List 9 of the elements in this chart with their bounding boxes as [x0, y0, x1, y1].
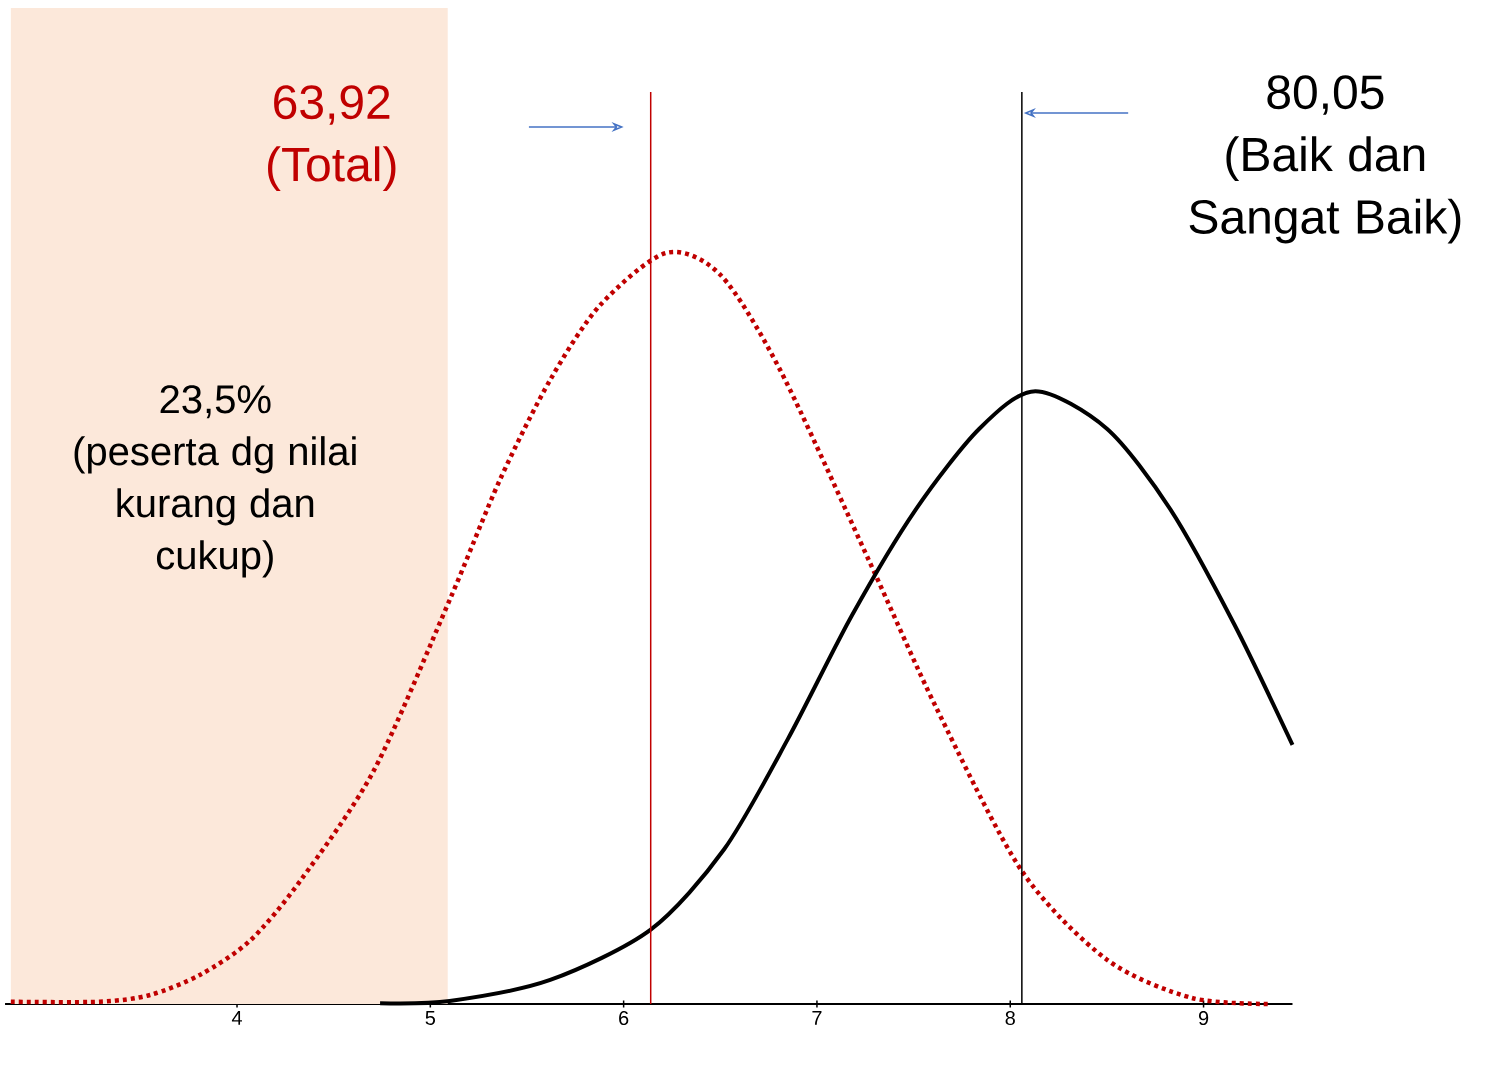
- x-tick-label: 7: [812, 1011, 822, 1025]
- x-tick-label: 6: [619, 1011, 629, 1026]
- ref-line-label: 80,05 (Baik dan Sangat Baik): [1189, 75, 1461, 244]
- band-label: 23,5% (peserta dg nilai kurang dan cukup): [74, 385, 356, 578]
- x-tick-label: 4: [231, 1011, 242, 1025]
- x-tick-label: 5: [425, 1011, 436, 1025]
- x-tick-label: 8: [1005, 1011, 1015, 1026]
- ref-line-label: 63,92 (Total): [268, 85, 396, 192]
- x-tick-label: 9: [1198, 1011, 1209, 1026]
